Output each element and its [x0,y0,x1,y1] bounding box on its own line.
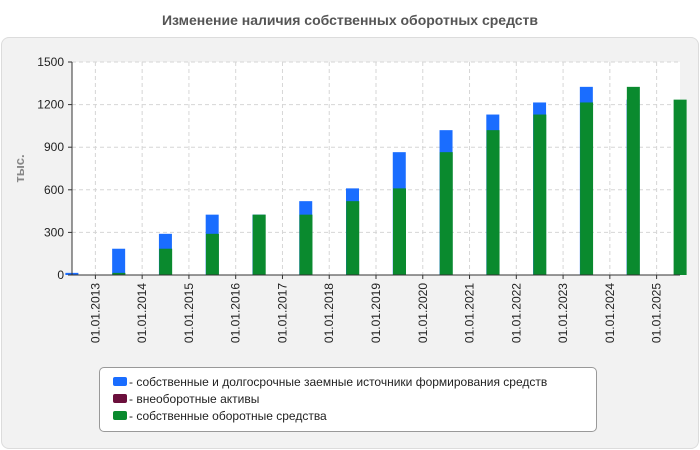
bar-s2-3 [252,214,266,275]
x-tick-label-4: 01.01.2017 [275,283,289,343]
bar-s2-12 [673,99,687,275]
x-tick-label-9: 01.01.2022 [509,283,523,343]
bar-s2-10 [580,102,594,275]
legend-item-working-capital: - собственные оборотные средства [100,408,596,425]
bar-s2-2 [205,233,219,275]
legend-swatch-sources [113,377,127,387]
legend-swatch-working-capital [113,411,127,421]
bar-s2-11 [626,86,640,275]
legend-swatch-noncurrent-assets [113,394,127,404]
bar-s2-6 [393,188,406,275]
bar-s2-5 [346,201,360,275]
bar-s2-4 [299,214,313,275]
x-tick-label-3: 01.01.2016 [229,283,243,343]
bar-s0-1 [112,248,126,275]
x-tick-label-2: 01.01.2015 [182,283,196,343]
x-tick-label-7: 01.01.2020 [416,283,430,343]
chart-legend: - собственные и долгосрочные заемные ист… [99,367,597,432]
x-tick-label-6: 01.01.2019 [369,283,383,343]
x-tick-label-0: 01.01.2013 [88,283,102,343]
y-tick-label-3: 900 [44,140,64,154]
bar-s2-0 [112,272,126,275]
y-tick-label-4: 1200 [37,98,64,112]
legend-label-noncurrent-assets: - внеоборотные активы [129,392,260,406]
y-axis-label: тыс. [12,154,27,182]
legend-label-working-capital: - собственные оборотные средства [129,409,327,423]
chart-title: Изменение наличия собственных оборотных … [161,12,539,28]
y-tick-label-2: 600 [44,183,64,197]
x-tick-label-8: 01.01.2021 [463,283,477,343]
y-tick-label-1: 300 [44,225,64,239]
legend-item-noncurrent-assets: - внеоборотные активы [100,391,596,408]
bar-s2-1 [159,248,173,275]
y-tick-label-5: 1500 [37,55,64,69]
legend-label-sources: - собственные и долгосрочные заемные ист… [129,375,548,389]
bar-s2-9 [533,114,547,275]
x-tick-label-1: 01.01.2014 [135,283,149,343]
y-tick-label-0: 0 [57,268,64,282]
bar-s2-7 [439,152,453,275]
x-tick-label-5: 01.01.2018 [322,283,336,343]
x-tick-label-11: 01.01.2024 [603,283,617,343]
x-tick-label-12: 01.01.2025 [650,283,664,343]
bar-s2-8 [486,130,500,275]
legend-item-sources: - собственные и долгосрочные заемные ист… [100,374,596,391]
x-tick-label-10: 01.01.2023 [556,283,570,343]
